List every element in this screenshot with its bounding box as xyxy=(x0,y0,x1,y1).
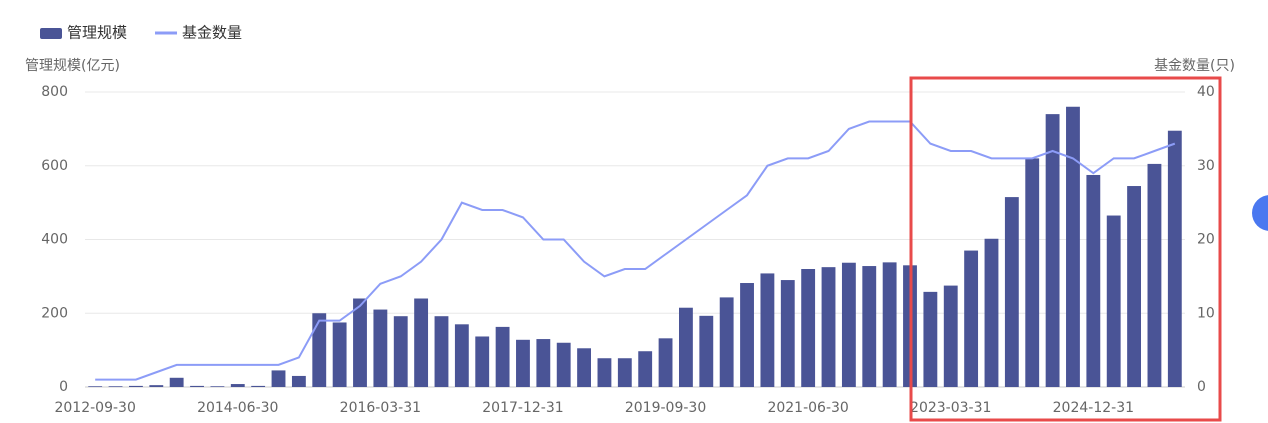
bar xyxy=(230,384,245,387)
bar xyxy=(1147,163,1162,387)
legend-swatch xyxy=(40,28,62,39)
bar xyxy=(169,377,184,387)
x-tick-label: 2012-09-30 xyxy=(54,400,135,416)
bar xyxy=(617,358,632,387)
bar xyxy=(414,298,429,387)
bar xyxy=(638,351,653,387)
legend-label: 管理规模 xyxy=(67,24,127,42)
bar xyxy=(210,386,225,387)
bar xyxy=(251,385,266,387)
highlight-box xyxy=(909,76,1222,422)
bar xyxy=(1086,174,1101,387)
line xyxy=(95,120,1176,381)
y-tick-label: 0 xyxy=(59,379,68,395)
x-tick-label: 2019-09-30 xyxy=(625,400,706,416)
bar xyxy=(536,339,551,387)
bar xyxy=(129,385,143,387)
y2-tick-label: 40 xyxy=(1197,84,1215,100)
bar xyxy=(353,298,367,387)
bar xyxy=(1127,186,1141,387)
bar xyxy=(1045,114,1060,387)
y-axis-title: 管理规模(亿元) xyxy=(25,58,120,74)
bar xyxy=(841,262,856,387)
bar xyxy=(1106,215,1121,387)
bar xyxy=(862,266,877,387)
bar xyxy=(699,315,714,387)
bar xyxy=(332,322,347,387)
bar xyxy=(964,250,979,387)
bar xyxy=(393,316,408,387)
bar xyxy=(984,238,999,387)
y-tick-label: 400 xyxy=(41,232,68,248)
bar xyxy=(556,342,571,387)
bar xyxy=(801,269,816,387)
bar xyxy=(719,297,734,387)
y2-tick-label: 10 xyxy=(1197,305,1215,321)
bar xyxy=(495,326,510,387)
bar xyxy=(882,262,897,387)
x-tick-label: 2017-12-31 xyxy=(482,400,563,416)
legend-label: 基金数量 xyxy=(182,24,242,42)
bar xyxy=(475,336,490,387)
bar xyxy=(312,313,327,387)
x-tick-label: 2021-06-30 xyxy=(767,400,848,416)
bar xyxy=(88,386,103,387)
x-tick-label: 2014-06-30 xyxy=(197,400,278,416)
bar xyxy=(923,291,938,387)
bar xyxy=(760,273,775,387)
bar xyxy=(190,385,204,387)
y-tick-label: 200 xyxy=(41,305,68,321)
bar xyxy=(821,267,836,387)
y2-tick-label: 20 xyxy=(1197,232,1215,248)
bar xyxy=(658,338,673,387)
bar xyxy=(1167,130,1182,387)
bar xyxy=(271,370,286,387)
bar xyxy=(454,324,469,387)
y2-tick-label: 0 xyxy=(1197,379,1206,395)
bar xyxy=(1004,197,1019,387)
bar xyxy=(740,283,754,387)
y2-axis-title: 基金数量(只) xyxy=(1154,57,1235,74)
y2-tick-label: 30 xyxy=(1197,158,1215,174)
bar xyxy=(516,339,530,387)
y-tick-label: 800 xyxy=(41,84,68,100)
x-tick-label: 2023-03-31 xyxy=(910,400,991,416)
bar xyxy=(149,385,164,387)
bar xyxy=(291,375,306,387)
bar xyxy=(679,307,693,387)
bar xyxy=(373,309,388,387)
bar xyxy=(943,285,958,387)
bar xyxy=(577,348,591,387)
bar xyxy=(1066,106,1080,387)
bar xyxy=(434,316,449,387)
bar xyxy=(108,386,123,387)
bar xyxy=(597,358,612,387)
x-tick-label: 2024-12-31 xyxy=(1053,400,1134,416)
side-widget[interactable] xyxy=(1252,195,1268,231)
bar xyxy=(780,280,795,387)
bar xyxy=(1025,158,1040,387)
y-tick-label: 600 xyxy=(41,158,68,174)
x-tick-label: 2016-03-31 xyxy=(340,400,421,416)
